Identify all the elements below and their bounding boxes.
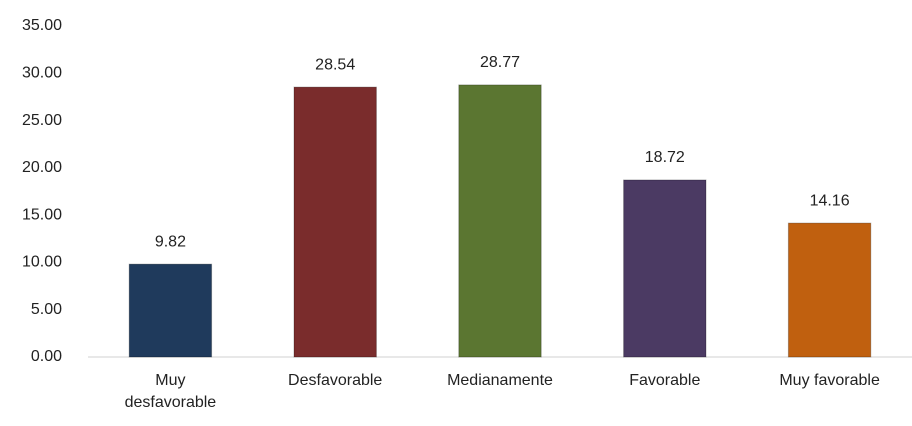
bar bbox=[787, 222, 872, 358]
data-label: 14.16 bbox=[810, 192, 850, 209]
x-tick-label: Muy favorable bbox=[779, 372, 880, 389]
bar bbox=[458, 84, 542, 358]
bar bbox=[293, 86, 377, 358]
data-label: 28.77 bbox=[480, 54, 520, 71]
data-label: 9.82 bbox=[155, 233, 186, 250]
bar bbox=[623, 179, 707, 358]
data-label: 28.54 bbox=[315, 56, 355, 73]
y-tick-label: 10.00 bbox=[22, 254, 62, 271]
y-tick-label: 20.00 bbox=[22, 159, 62, 176]
bar bbox=[128, 263, 213, 358]
y-tick-label: 0.00 bbox=[31, 348, 62, 365]
data-label: 18.72 bbox=[645, 149, 685, 166]
y-tick-label: 25.00 bbox=[22, 112, 62, 129]
y-tick-label: 5.00 bbox=[31, 301, 62, 318]
y-tick-label: 35.00 bbox=[22, 17, 62, 34]
x-tick-label: Desfavorable bbox=[288, 372, 383, 389]
y-tick-label: 30.00 bbox=[22, 65, 62, 82]
x-tick-label: Favorable bbox=[629, 372, 701, 389]
y-tick-label: 15.00 bbox=[22, 206, 62, 223]
x-tick-label: Muy desfavorable bbox=[124, 372, 217, 411]
x-tick-label: Medianamente bbox=[447, 372, 553, 389]
